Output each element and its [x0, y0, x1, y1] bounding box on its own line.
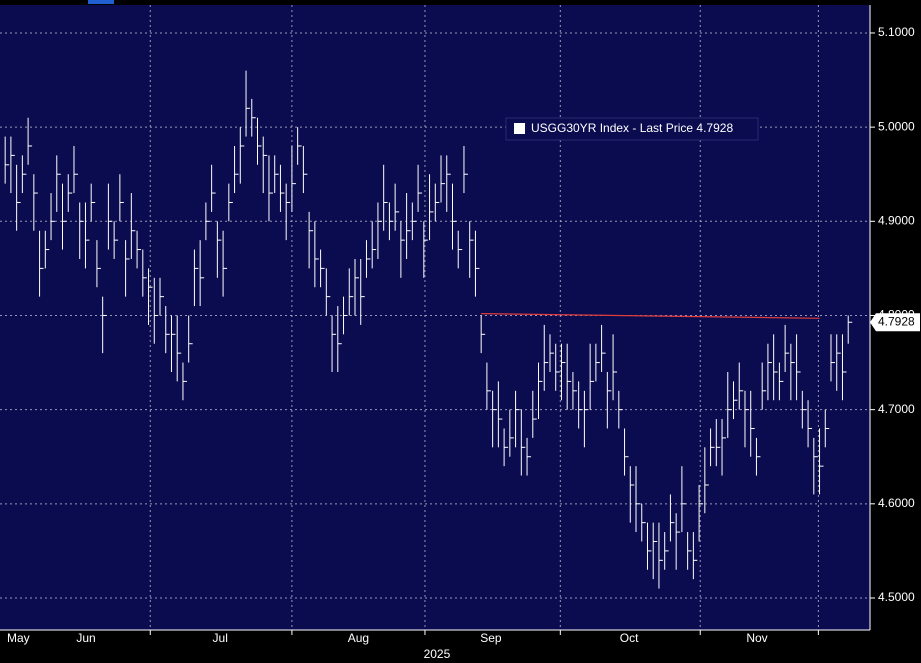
- legend-last: 4.7928: [696, 121, 733, 135]
- y-tick-label: 5.1000: [878, 25, 915, 39]
- legend: USGG30YR Index - Last Price 4.7928: [505, 117, 759, 141]
- toolbar-tab[interactable]: [88, 0, 114, 4]
- x-tick-label: Oct: [620, 631, 639, 645]
- legend-box: [505, 117, 759, 141]
- legend-label: USGG30YR Index - Last Price 4.7928: [531, 121, 733, 135]
- y-tick-label: 4.7000: [878, 402, 915, 416]
- x-tick-label: Sep: [480, 631, 502, 645]
- x-tick-label: Nov: [746, 631, 767, 645]
- x-tick-label: Aug: [348, 631, 369, 645]
- last-price-label: 4.7928: [878, 314, 915, 328]
- last-price-tag: [870, 313, 920, 332]
- trend-line: [481, 312, 820, 319]
- x-tick-label: Jun: [76, 631, 95, 645]
- x-axis-year: 2025: [424, 647, 451, 661]
- y-tick-label: 4.6000: [878, 496, 915, 510]
- legend-name: USGG30YR Index - Last Price: [531, 121, 693, 135]
- x-tick-label: Jul: [213, 631, 228, 645]
- y-tick-label: 4.9000: [878, 213, 915, 227]
- legend-swatch: [514, 123, 525, 134]
- y-tick-label: 5.0000: [878, 119, 915, 133]
- y-tick-label: 4.5000: [878, 590, 915, 604]
- x-tick-label: May: [7, 631, 30, 645]
